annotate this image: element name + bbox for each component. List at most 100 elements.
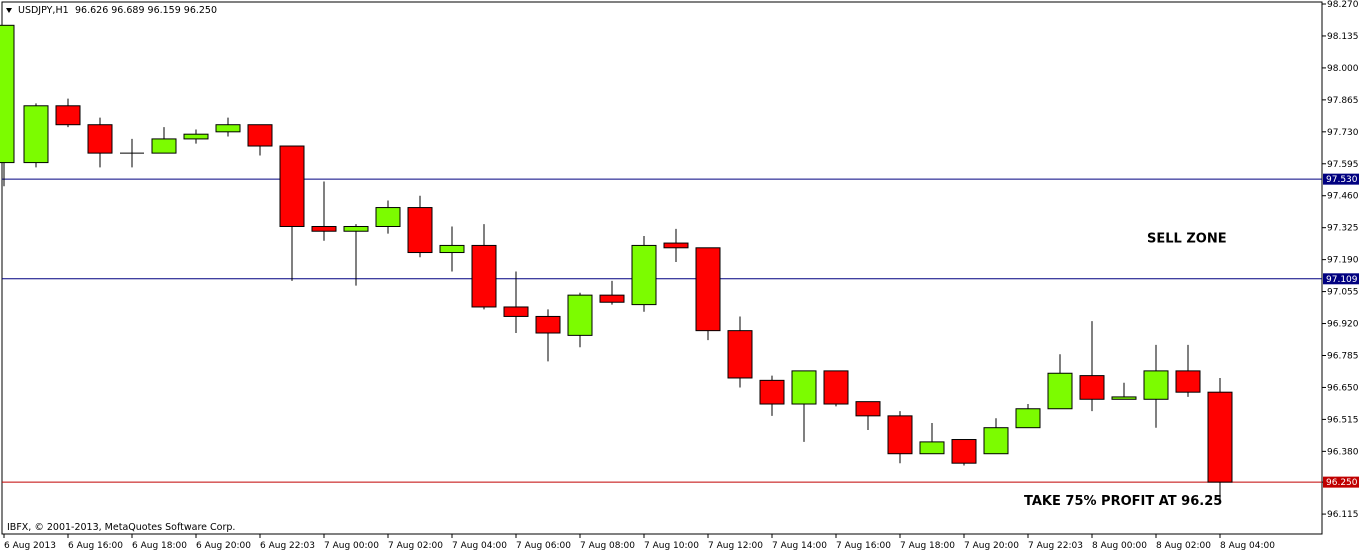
y-tick-label: 98.000 [1327, 64, 1359, 74]
candle-body [695, 247, 721, 332]
candle-16 [503, 271, 529, 334]
x-tick-label: 7 Aug 00:00 [324, 541, 379, 551]
candle-body [471, 244, 497, 308]
candle-19 [599, 280, 625, 305]
hline-price-tag [1323, 476, 1359, 488]
candle-body [0, 24, 15, 164]
candle-body [631, 244, 657, 306]
candle-body [759, 379, 785, 405]
x-tick-label: 6 Aug 16:00 [68, 541, 123, 551]
horizontal-lines [2, 178, 1322, 483]
x-tick-label: 7 Aug 02:00 [388, 541, 443, 551]
x-tick-label: 6 Aug 18:00 [132, 541, 187, 551]
chart-header: USDJPY,H1 96.626 96.689 96.159 96.250 [6, 5, 217, 16]
y-tick-label: 96.920 [1327, 320, 1359, 330]
candle-15 [471, 224, 497, 310]
candle-5 [151, 127, 177, 154]
candle-body [1207, 391, 1233, 483]
candle-body [919, 441, 945, 455]
candle-body [535, 315, 561, 334]
hline-price-label: 97.530 [1326, 175, 1358, 185]
y-tick-label: 96.115 [1327, 510, 1359, 520]
annotations: SELL ZONE TAKE 75% PROFIT AT 96.25 [1024, 231, 1227, 509]
x-tick-label: 7 Aug 18:00 [900, 541, 955, 551]
candle-38 [1207, 377, 1233, 504]
x-tick-label: 7 Aug 08:00 [580, 541, 635, 551]
x-tick-label: 7 Aug 06:00 [516, 541, 571, 551]
candle-35 [1111, 382, 1137, 400]
ohlc-values: 96.626 96.689 96.159 96.250 [75, 5, 217, 16]
candle-20 [631, 235, 657, 312]
candle-9 [279, 145, 305, 281]
candle-body [503, 306, 529, 317]
x-tick-label: 7 Aug 10:00 [644, 541, 699, 551]
y-tick-label: 96.515 [1327, 415, 1359, 425]
candle-29 [919, 422, 945, 455]
candle-37 [1175, 344, 1201, 397]
hline-price-tag [1323, 273, 1359, 285]
candle-body [1175, 370, 1201, 393]
candle-body [567, 294, 593, 336]
candle-body [23, 105, 49, 164]
candle-body [247, 124, 273, 147]
x-tick-label: 6 Aug 22:03 [260, 541, 315, 551]
candle-body [599, 294, 625, 303]
candle-25 [791, 370, 817, 442]
candle-34 [1079, 321, 1105, 412]
dropdown-triangle-icon[interactable] [6, 8, 12, 13]
candle-2 [55, 98, 81, 128]
candle-body [279, 145, 305, 227]
y-tick-label: 97.460 [1327, 192, 1359, 202]
candle-7 [215, 117, 241, 137]
y-tick-label: 97.865 [1327, 96, 1359, 106]
candle-23 [727, 316, 753, 388]
candle-11 [343, 224, 369, 286]
candle-body [951, 439, 977, 464]
candle-body [183, 133, 209, 140]
candle-21 [663, 228, 689, 262]
candle-body [407, 207, 433, 254]
candle-body [855, 401, 881, 417]
candle-body [887, 415, 913, 455]
x-tick-label: 7 Aug 22:03 [1028, 541, 1083, 551]
y-tick-label: 98.135 [1327, 32, 1359, 42]
y-tick-label: 97.055 [1327, 288, 1359, 298]
y-tick-label: 96.785 [1327, 351, 1359, 361]
candle-22 [695, 247, 721, 341]
candle-33 [1047, 354, 1073, 410]
y-tick-label: 98.270 [1327, 0, 1359, 10]
candle-32 [1015, 404, 1041, 429]
time-axis: 6 Aug 2013 6 Aug 16:00 6 Aug 18:00 6 Aug 20… [3, 534, 1275, 551]
candle-8 [247, 124, 273, 156]
candle-body [791, 370, 817, 405]
candle-body [727, 330, 753, 379]
annotation-1: TAKE 75% PROFIT AT 96.25 [1024, 494, 1222, 509]
candles [0, 24, 1233, 504]
x-tick-label: 6 Aug 2013 [4, 541, 56, 551]
candle-body [1111, 396, 1137, 400]
candle-27 [855, 401, 881, 431]
candle-body [151, 138, 177, 154]
hline-price-tag [1323, 173, 1359, 185]
hline-price-label: 96.250 [1326, 478, 1358, 488]
candle-24 [759, 375, 785, 416]
symbol-label: USDJPY,H1 [18, 5, 69, 16]
x-tick-label: 8 Aug 02:00 [1156, 541, 1211, 551]
x-tick-label: 7 Aug 12:00 [708, 541, 763, 551]
x-tick-label: 7 Aug 04:00 [452, 541, 507, 551]
hline-price-label: 97.109 [1326, 275, 1358, 285]
y-tick-label: 97.595 [1327, 160, 1359, 170]
candle-body [663, 242, 689, 249]
candle-30 [951, 439, 977, 466]
candle-0 [0, 24, 15, 187]
candle-body [343, 225, 369, 232]
candle-17 [535, 309, 561, 362]
candle-body [311, 225, 337, 232]
candle-body [87, 124, 113, 154]
x-tick-label: 7 Aug 16:00 [836, 541, 891, 551]
x-tick-label: 8 Aug 00:00 [1092, 541, 1147, 551]
candle-body [375, 207, 401, 227]
candle-body [1143, 370, 1169, 400]
candle-13 [407, 195, 433, 258]
